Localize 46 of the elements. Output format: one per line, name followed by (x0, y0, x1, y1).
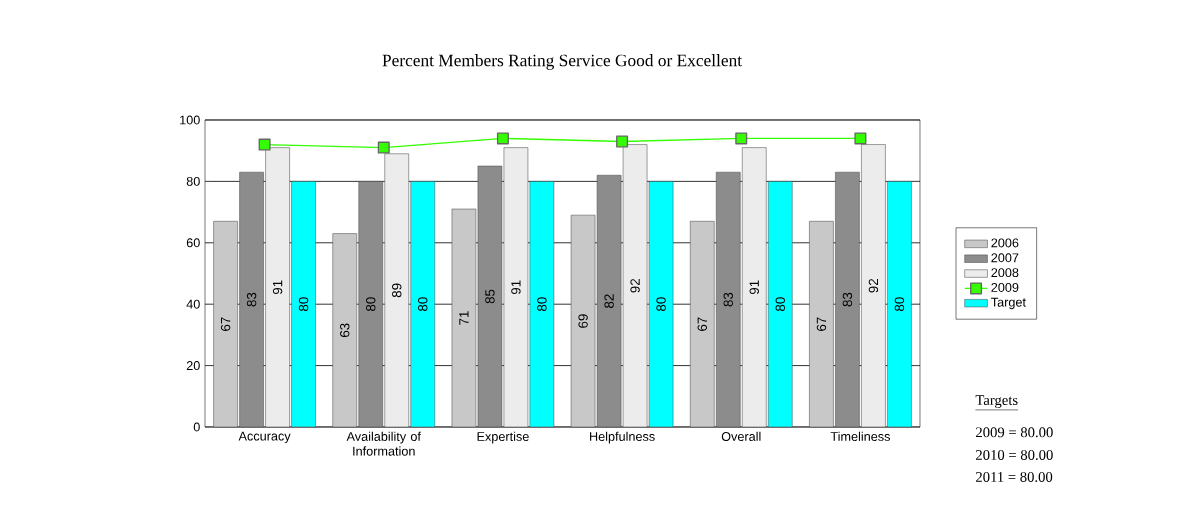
data-label: 71 (459, 311, 469, 325)
data-label: 82 (604, 294, 614, 308)
x-tick-label: Accuracy (238, 431, 291, 444)
legend-label: 2006 (991, 238, 1019, 248)
y-tick-label: 60 (186, 238, 200, 248)
x-tick-label: Helpfulness (590, 431, 655, 444)
data-label: 67 (697, 317, 707, 331)
data-label: 91 (272, 280, 283, 295)
text: 2010 = 80.00 (976, 450, 1053, 460)
legend-label: Target (991, 297, 1026, 310)
data-label: 80 (775, 297, 785, 312)
legend-label: 2008 (991, 268, 1019, 278)
data-label: 92 (868, 279, 879, 293)
data-label: 91 (511, 280, 521, 295)
data-label: 83 (842, 292, 853, 307)
y-tick-label: 100 (180, 115, 200, 125)
data-label: 80 (298, 297, 309, 312)
data-label: 89 (392, 283, 402, 298)
chart-title: Percent Members Rating Service Good or Excellent (382, 54, 742, 70)
x-tick-label: Expertise (477, 431, 529, 444)
data-label: 83 (246, 292, 257, 307)
y-tick-label: 80 (186, 176, 200, 186)
data-label: 83 (723, 292, 733, 307)
data-label: 67 (220, 317, 231, 331)
text: 2009 = 80.00 (976, 427, 1053, 438)
x-tick-label: Timeliness (830, 431, 890, 441)
y-tick-label: 40 (186, 299, 200, 309)
data-label: 63 (340, 323, 350, 338)
data-label: 67 (816, 317, 827, 331)
data-label: 80 (894, 297, 905, 312)
text: Targets (975, 395, 1018, 409)
data-label: 80 (366, 297, 376, 312)
y-tick-label: 20 (186, 361, 200, 371)
data-label: 92 (630, 279, 640, 293)
data-label: 69 (578, 314, 588, 328)
text: 2011 = 80.00 (976, 472, 1053, 482)
data-label: 91 (749, 280, 759, 295)
data-label: 80 (656, 297, 666, 312)
data-label: 80 (537, 297, 547, 312)
legend-label: 2009 (991, 282, 1019, 292)
y-tick-label: 0 (193, 422, 200, 432)
data-label: 80 (418, 297, 428, 312)
legend-label: 2007 (991, 253, 1019, 263)
x-tick-label: Overall (721, 431, 761, 441)
x-tick-label: Availability of Information (346, 431, 421, 456)
data-label: 85 (485, 289, 495, 304)
